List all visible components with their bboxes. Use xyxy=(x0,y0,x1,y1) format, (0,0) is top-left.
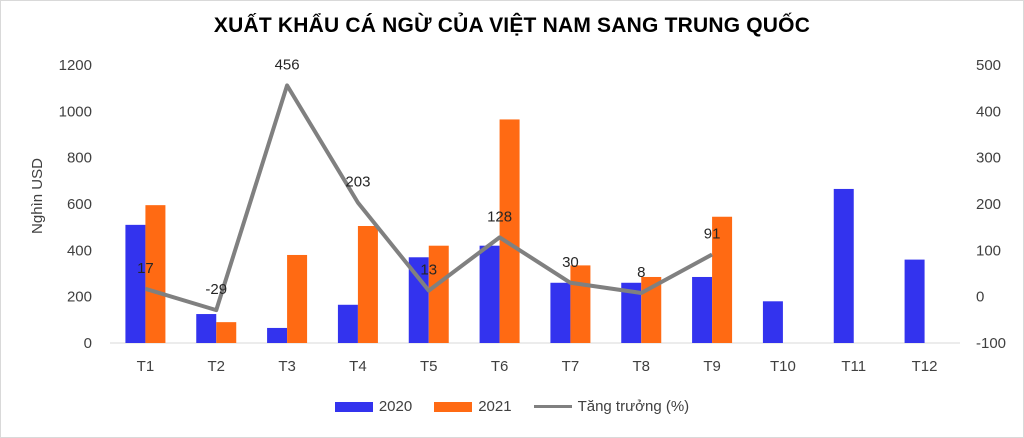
bar-2020-T3 xyxy=(267,327,288,343)
x-tick-label: T2 xyxy=(207,358,225,375)
bar-2020-T8 xyxy=(621,282,642,343)
y2-tick-label: 100 xyxy=(976,242,1001,259)
legend-swatch-2021 xyxy=(434,401,473,412)
x-tick-label: T3 xyxy=(278,358,296,375)
y-tick-label: 1200 xyxy=(59,57,92,74)
x-tick-label: T9 xyxy=(703,358,721,375)
bar-2021-T7 xyxy=(570,265,591,343)
y2-tick-label: 0 xyxy=(976,289,984,306)
bar-2021-T2 xyxy=(216,322,237,343)
growth-data-label: 8 xyxy=(637,264,645,281)
x-tick-label: T10 xyxy=(770,358,796,375)
growth-data-label: 17 xyxy=(137,260,154,277)
growth-line xyxy=(144,83,714,313)
bar-2021-T5 xyxy=(428,245,449,343)
bar-2021-T1 xyxy=(145,205,166,343)
y2-tick-label: 400 xyxy=(976,103,1001,120)
legend-item-growth: Tăng trưởng (%) xyxy=(533,398,690,415)
growth-data-label: 203 xyxy=(345,174,370,191)
growth-data-label: 128 xyxy=(487,208,512,225)
y-tick-label: 400 xyxy=(67,242,92,259)
bar-2020-T12 xyxy=(904,259,925,343)
bar-2020-T10 xyxy=(762,301,783,343)
y-tick-label: 600 xyxy=(67,196,92,213)
bar-2020-T7 xyxy=(550,282,571,343)
y-tick-label: 200 xyxy=(67,289,92,306)
y2-tick-label: -100 xyxy=(976,335,1006,352)
growth-data-label: 456 xyxy=(275,56,300,73)
x-tick-label: T5 xyxy=(420,358,438,375)
bar-2020-T1 xyxy=(125,224,146,343)
bar-2021-T3 xyxy=(287,254,308,343)
x-tick-label: T12 xyxy=(912,358,938,375)
x-tick-label: T6 xyxy=(491,358,509,375)
bar-2020-T5 xyxy=(408,257,429,343)
bar-2020-T11 xyxy=(833,188,854,343)
growth-data-label: 30 xyxy=(562,254,579,271)
chart-title: XUẤT KHẨU CÁ NGỪ CỦA VIỆT NAM SANG TRUNG… xyxy=(213,14,811,37)
legend-swatch-growth xyxy=(533,405,572,408)
x-tick-label: T1 xyxy=(137,358,155,375)
bar-2020-T9 xyxy=(692,276,713,343)
legend-label-2020: 2020 xyxy=(378,398,413,415)
growth-data-label: -29 xyxy=(205,281,227,298)
legend-label-2021: 2021 xyxy=(478,398,512,415)
legend-item-2021: 2021 xyxy=(434,398,512,415)
y-tick-label: 1000 xyxy=(59,103,92,120)
bar-2021-T6 xyxy=(499,119,520,343)
bar-2020-T6 xyxy=(479,245,500,343)
y-tick-label: 800 xyxy=(67,150,92,167)
growth-data-label: 13 xyxy=(420,262,437,279)
y2-tick-label: 300 xyxy=(976,150,1001,167)
x-tick-label: T8 xyxy=(632,358,650,375)
legend-label-growth: Tăng trưởng (%) xyxy=(577,398,690,415)
chart-legend: 2020 2021 Tăng trưởng (%) xyxy=(0,398,1024,415)
legend-item-2020: 2020 xyxy=(334,398,413,415)
bar-2020-T4 xyxy=(337,304,358,343)
y2-tick-label: 500 xyxy=(976,57,1001,74)
growth-data-label: 91 xyxy=(704,226,721,243)
y-tick-label: 0 xyxy=(84,335,92,352)
bar-2021-T9 xyxy=(712,216,733,343)
bar-2020-T2 xyxy=(196,314,217,343)
y2-tick-label: 200 xyxy=(976,196,1001,213)
bar-2021-T4 xyxy=(357,226,378,343)
x-tick-label: T4 xyxy=(349,358,367,375)
y-axis-title: Nghìn USD xyxy=(29,158,46,234)
bar-2021-T8 xyxy=(641,276,662,343)
legend-swatch-2020 xyxy=(334,401,373,412)
x-tick-label: T11 xyxy=(841,358,866,375)
x-tick-label: T7 xyxy=(562,358,580,375)
